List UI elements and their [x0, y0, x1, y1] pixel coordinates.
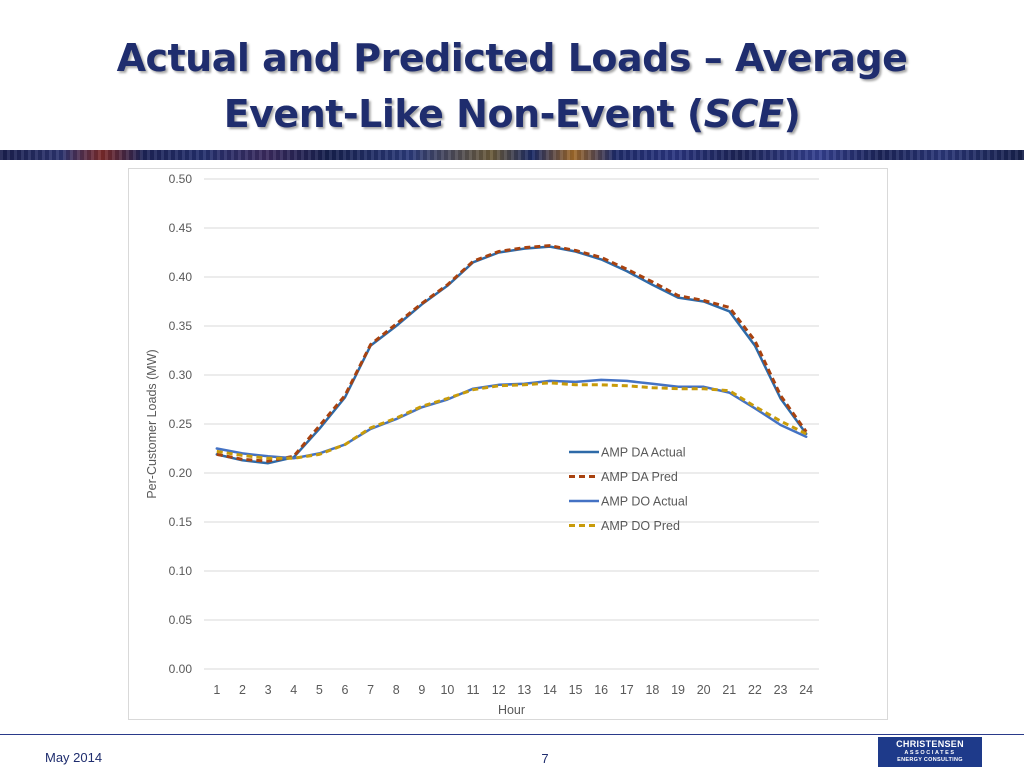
logo-line1: CHRISTENSEN	[896, 739, 964, 749]
y-tick-label: 0.35	[169, 319, 193, 333]
x-tick-label: 12	[492, 683, 506, 697]
x-tick-label: 2	[239, 683, 246, 697]
page-number: 7	[541, 751, 549, 766]
x-tick-label: 3	[265, 683, 272, 697]
decorative-banner	[0, 150, 1024, 160]
y-tick-label: 0.25	[169, 417, 193, 431]
line-chart: 0.00 0.05 0.10 0.15 0.20 0.25 0.30 0.35 0.40 0.45…	[145, 172, 819, 717]
y-tick-label: 0.40	[169, 270, 193, 284]
slide-title-line2-close: )	[783, 92, 801, 136]
series-line-2	[216, 244, 808, 463]
y-tick-label: 0.30	[169, 368, 193, 382]
x-tick-label: 15	[569, 683, 583, 697]
x-tick-label: 16	[594, 683, 608, 697]
x-tick-label: 1	[213, 683, 220, 697]
footer-divider	[0, 734, 1024, 735]
series-line-4	[216, 381, 807, 460]
y-tick-label: 0.05	[169, 613, 193, 627]
y-tick-label: 0.10	[169, 564, 193, 578]
legend-label: AMP DO Actual	[601, 495, 688, 509]
x-tick-label: 18	[645, 683, 659, 697]
logo-line3: ENERGY CONSULTING	[897, 757, 963, 763]
slide-title-line2: Event-Like Non-Event (SCE)	[0, 86, 1024, 142]
logo-line2: ASSOCIATES	[904, 750, 956, 756]
y-tick-label: 0.20	[169, 466, 193, 480]
x-tick-label: 7	[367, 683, 374, 697]
x-tick-label: 9	[418, 683, 425, 697]
x-tick-label: 14	[543, 683, 557, 697]
y-tick-label: 0.00	[169, 662, 193, 676]
y-tick-label: 0.15	[169, 515, 193, 529]
x-tick-label: 13	[517, 683, 531, 697]
slide-title-sce: SCE	[703, 92, 784, 136]
x-tick-label: 10	[440, 683, 454, 697]
legend-label: AMP DA Actual	[601, 446, 686, 460]
series-line-1	[215, 245, 808, 465]
legend-label: AMP DO Pred	[601, 519, 680, 533]
x-tick-label: 8	[393, 683, 400, 697]
x-tick-label: 24	[799, 683, 813, 697]
footer-date: May 2014	[45, 750, 103, 765]
y-tick-label: 0.50	[169, 172, 193, 186]
y-tick-label: 0.45	[169, 221, 193, 235]
series-line-3	[215, 378, 808, 460]
x-tick-label: 11	[467, 683, 480, 697]
x-tick-label: 23	[774, 683, 788, 697]
chart-area: 0.00 0.05 0.10 0.15 0.20 0.25 0.30 0.35 0.40 0.45…	[128, 168, 888, 720]
slide-title-line2-text: Event-Like Non-Event (	[223, 92, 705, 136]
legend-label: AMP DA Pred	[601, 470, 678, 484]
x-tick-label: 19	[671, 683, 685, 697]
x-tick-label: 17	[620, 683, 634, 697]
company-logo: CHRISTENSEN ASSOCIATES ENERGY CONSULTING	[878, 737, 982, 767]
x-tick-label: 5	[316, 683, 323, 697]
x-tick-label: 4	[290, 683, 297, 697]
slide-title-line1: Actual and Predicted Loads – Average	[116, 36, 908, 80]
x-axis-title: Hour	[498, 703, 525, 717]
x-tick-label: 22	[748, 683, 762, 697]
x-tick-label: 21	[722, 683, 736, 697]
x-tick-label: 6	[341, 683, 348, 697]
y-axis-title: Per-Customer Loads (MW)	[145, 349, 159, 498]
x-tick-label: 20	[697, 683, 711, 697]
slide-title: Actual and Predicted Loads – Average Eve…	[0, 30, 1024, 142]
